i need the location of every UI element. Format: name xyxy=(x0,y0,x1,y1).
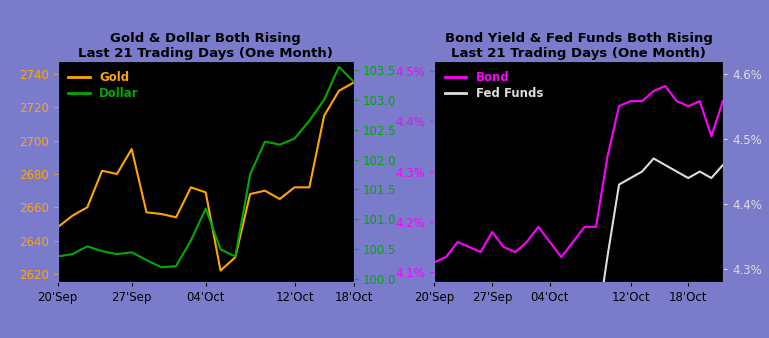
Title: Gold & Dollar Both Rising
Last 21 Trading Days (One Month): Gold & Dollar Both Rising Last 21 Tradin… xyxy=(78,32,333,60)
Legend: Bond, Fed Funds: Bond, Fed Funds xyxy=(441,67,548,104)
Legend: Gold, Dollar: Gold, Dollar xyxy=(64,67,143,104)
Title: Bond Yield & Fed Funds Both Rising
Last 21 Trading Days (One Month): Bond Yield & Fed Funds Both Rising Last … xyxy=(444,32,713,60)
